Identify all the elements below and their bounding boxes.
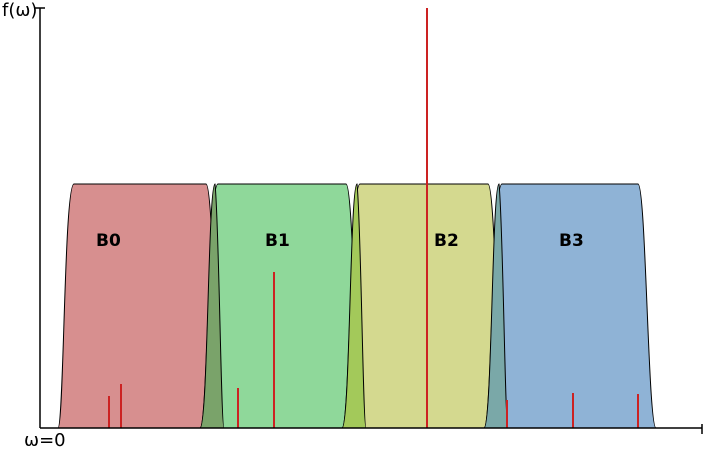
- band-b0-shape: [57, 183, 225, 429]
- y-axis-label: f(ω): [2, 0, 37, 21]
- band-label-b1: B1: [265, 231, 290, 251]
- band-b1-shape: [199, 183, 365, 429]
- band-label-b0: B0: [96, 231, 121, 251]
- overlap-b0-b1: [199, 183, 225, 429]
- spikes-group: [108, 8, 639, 428]
- x-origin-label: ω=0: [24, 430, 66, 449]
- overlap-b2-b3: [483, 183, 509, 429]
- band-label-b3: B3: [559, 231, 584, 251]
- band-label-b2: B2: [434, 231, 459, 251]
- overlap-b1-b2: [341, 183, 367, 429]
- band-b3-shape: [483, 183, 657, 429]
- band-b2-shape: [341, 183, 507, 429]
